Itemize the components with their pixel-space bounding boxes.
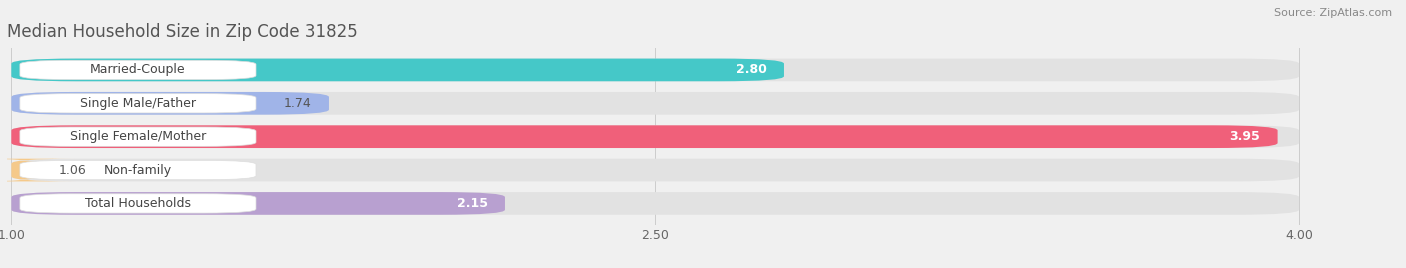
Text: Non-family: Non-family xyxy=(104,163,172,177)
FancyBboxPatch shape xyxy=(20,60,256,80)
Text: Single Male/Father: Single Male/Father xyxy=(80,97,195,110)
FancyBboxPatch shape xyxy=(0,159,76,181)
FancyBboxPatch shape xyxy=(20,94,256,113)
FancyBboxPatch shape xyxy=(11,92,329,115)
Text: Median Household Size in Zip Code 31825: Median Household Size in Zip Code 31825 xyxy=(7,23,357,41)
FancyBboxPatch shape xyxy=(11,59,1299,81)
Text: 3.95: 3.95 xyxy=(1230,130,1260,143)
FancyBboxPatch shape xyxy=(20,127,256,146)
Text: 1.06: 1.06 xyxy=(59,163,86,177)
FancyBboxPatch shape xyxy=(11,192,505,215)
FancyBboxPatch shape xyxy=(11,159,1299,181)
FancyBboxPatch shape xyxy=(11,125,1299,148)
Text: Married-Couple: Married-Couple xyxy=(90,64,186,76)
Text: 2.80: 2.80 xyxy=(735,64,766,76)
Text: 1.74: 1.74 xyxy=(284,97,312,110)
FancyBboxPatch shape xyxy=(20,161,256,180)
Text: Source: ZipAtlas.com: Source: ZipAtlas.com xyxy=(1274,8,1392,18)
Text: 2.15: 2.15 xyxy=(457,197,488,210)
Text: Total Households: Total Households xyxy=(84,197,191,210)
FancyBboxPatch shape xyxy=(11,59,785,81)
FancyBboxPatch shape xyxy=(11,125,1278,148)
FancyBboxPatch shape xyxy=(11,92,1299,115)
Text: Single Female/Mother: Single Female/Mother xyxy=(70,130,207,143)
FancyBboxPatch shape xyxy=(11,192,1299,215)
FancyBboxPatch shape xyxy=(20,194,256,213)
